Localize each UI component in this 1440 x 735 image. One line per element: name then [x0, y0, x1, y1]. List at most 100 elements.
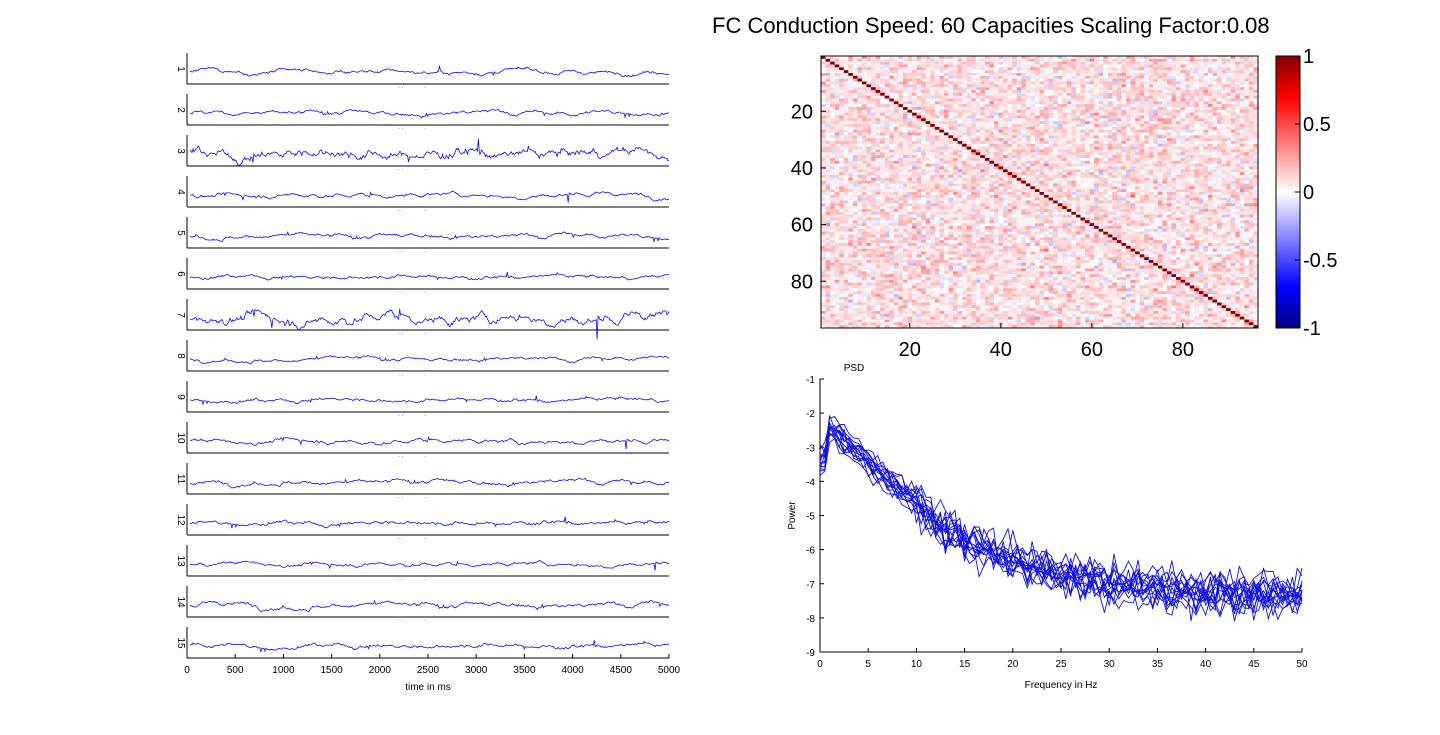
heatmap-cell — [1166, 189, 1172, 193]
heatmap-cell — [1166, 92, 1172, 97]
heatmap-cell — [893, 158, 899, 162]
heatmap-cell — [1207, 107, 1213, 111]
heatmap-cell — [1021, 109, 1027, 114]
heatmap-cell — [875, 186, 881, 190]
heatmap-cell — [971, 132, 977, 136]
heatmap-cell — [1153, 61, 1159, 65]
heatmap-cell — [1034, 143, 1040, 148]
heatmap-cell — [966, 132, 972, 136]
heatmap-cell — [930, 87, 936, 91]
heatmap-cell — [1007, 109, 1013, 114]
heatmap-cell — [975, 197, 981, 201]
heatmap-cell — [1057, 172, 1063, 176]
heatmap-cell — [934, 109, 940, 114]
channel-label: 7 — [175, 312, 186, 318]
heatmap-cell — [1048, 73, 1054, 77]
heatmap-cell — [839, 172, 845, 176]
heatmap-cell — [1166, 172, 1172, 176]
heatmap-cell — [1180, 138, 1186, 142]
heatmap-cell — [843, 143, 849, 148]
heatmap-cell — [1103, 135, 1109, 139]
heatmap-cell — [834, 177, 840, 182]
heatmap-cell — [1071, 177, 1077, 182]
heatmap-cell — [1153, 78, 1159, 82]
heatmap-cell — [930, 104, 936, 108]
heatmap-cell — [1044, 166, 1049, 170]
heatmap-cell — [943, 121, 949, 125]
heatmap-cell — [1144, 146, 1150, 150]
heatmap-cell — [1121, 104, 1127, 108]
heatmap-cell — [1244, 95, 1250, 99]
heatmap-cell — [1034, 183, 1040, 187]
heatmap-cell — [1048, 135, 1054, 139]
heatmap-cell — [921, 183, 927, 187]
heatmap-cell — [921, 118, 927, 122]
heatmap-cell — [1044, 61, 1049, 65]
heatmap-cell — [1239, 118, 1245, 122]
heatmap-cell — [1121, 152, 1127, 156]
heatmap-cell — [1107, 87, 1113, 91]
heatmap-cell — [971, 180, 977, 184]
heatmap-cell — [957, 109, 963, 114]
heatmap-cell — [1098, 194, 1104, 199]
heatmap-cell — [993, 124, 999, 128]
heatmap-cell — [1034, 135, 1040, 139]
heatmap-cell — [861, 149, 867, 153]
heatmap-cell — [1189, 81, 1195, 85]
heatmap-cell — [1089, 138, 1095, 142]
heatmap-cell — [1125, 78, 1131, 82]
heatmap-cell — [848, 109, 854, 114]
heatmap-cell — [980, 56, 986, 60]
heatmap-cell — [857, 189, 863, 193]
heatmap-cell — [1157, 194, 1163, 199]
heatmap-cell — [998, 175, 1004, 179]
heatmap-cell — [934, 175, 940, 179]
heatmap-cell — [1012, 109, 1018, 114]
heatmap-cell — [1116, 135, 1122, 139]
heatmap-cell — [1244, 56, 1250, 60]
heatmap-cell — [1021, 104, 1027, 108]
heatmap-cell — [921, 180, 927, 184]
heatmap-cell — [1185, 166, 1191, 170]
heatmap-cell — [1016, 155, 1022, 159]
heatmap-cell — [1007, 155, 1013, 159]
heatmap-cell — [1039, 104, 1045, 108]
heatmap-cell — [875, 158, 881, 162]
heatmap-cell — [1030, 107, 1036, 111]
heatmap-cell — [884, 138, 890, 142]
heatmap-cell — [1112, 186, 1118, 190]
heatmap-cell — [1016, 92, 1022, 97]
heatmap-cell — [871, 95, 877, 99]
heatmap-cell — [875, 149, 881, 153]
heatmap-cell — [966, 121, 972, 125]
heatmap-cell — [893, 118, 899, 122]
heatmap-cell — [1148, 109, 1154, 114]
heatmap-cell — [1144, 84, 1150, 88]
heatmap-cell — [1098, 112, 1104, 116]
heatmap-cell — [921, 81, 927, 85]
heatmap-cell — [1098, 58, 1104, 63]
heatmap-cell — [984, 183, 990, 187]
heatmap-cell — [1094, 189, 1100, 193]
heatmap-cell — [1189, 61, 1195, 65]
heatmap-cell — [825, 107, 831, 111]
heatmap-cell — [1194, 75, 1200, 80]
heatmap-cell — [962, 126, 968, 131]
heatmap-cell — [1125, 95, 1131, 99]
heatmap-cell — [1217, 169, 1222, 173]
heatmap-cell — [1212, 160, 1218, 165]
heatmap-cell — [980, 129, 986, 133]
channel-label: 11 — [175, 474, 186, 485]
heatmap-cell — [930, 192, 936, 196]
heatmap-cell — [1030, 121, 1036, 125]
heatmap-cell — [1153, 95, 1159, 99]
heatmap-cell — [1089, 192, 1095, 196]
heatmap-cell — [1048, 84, 1054, 88]
heatmap-cell — [1235, 92, 1241, 97]
heatmap-cell — [1016, 115, 1022, 119]
heatmap-cell — [1003, 172, 1009, 176]
heatmap-cell — [907, 132, 913, 136]
heatmap-cell — [962, 67, 968, 71]
heatmap-cell — [1135, 81, 1141, 85]
heatmap-cell — [1098, 135, 1104, 139]
